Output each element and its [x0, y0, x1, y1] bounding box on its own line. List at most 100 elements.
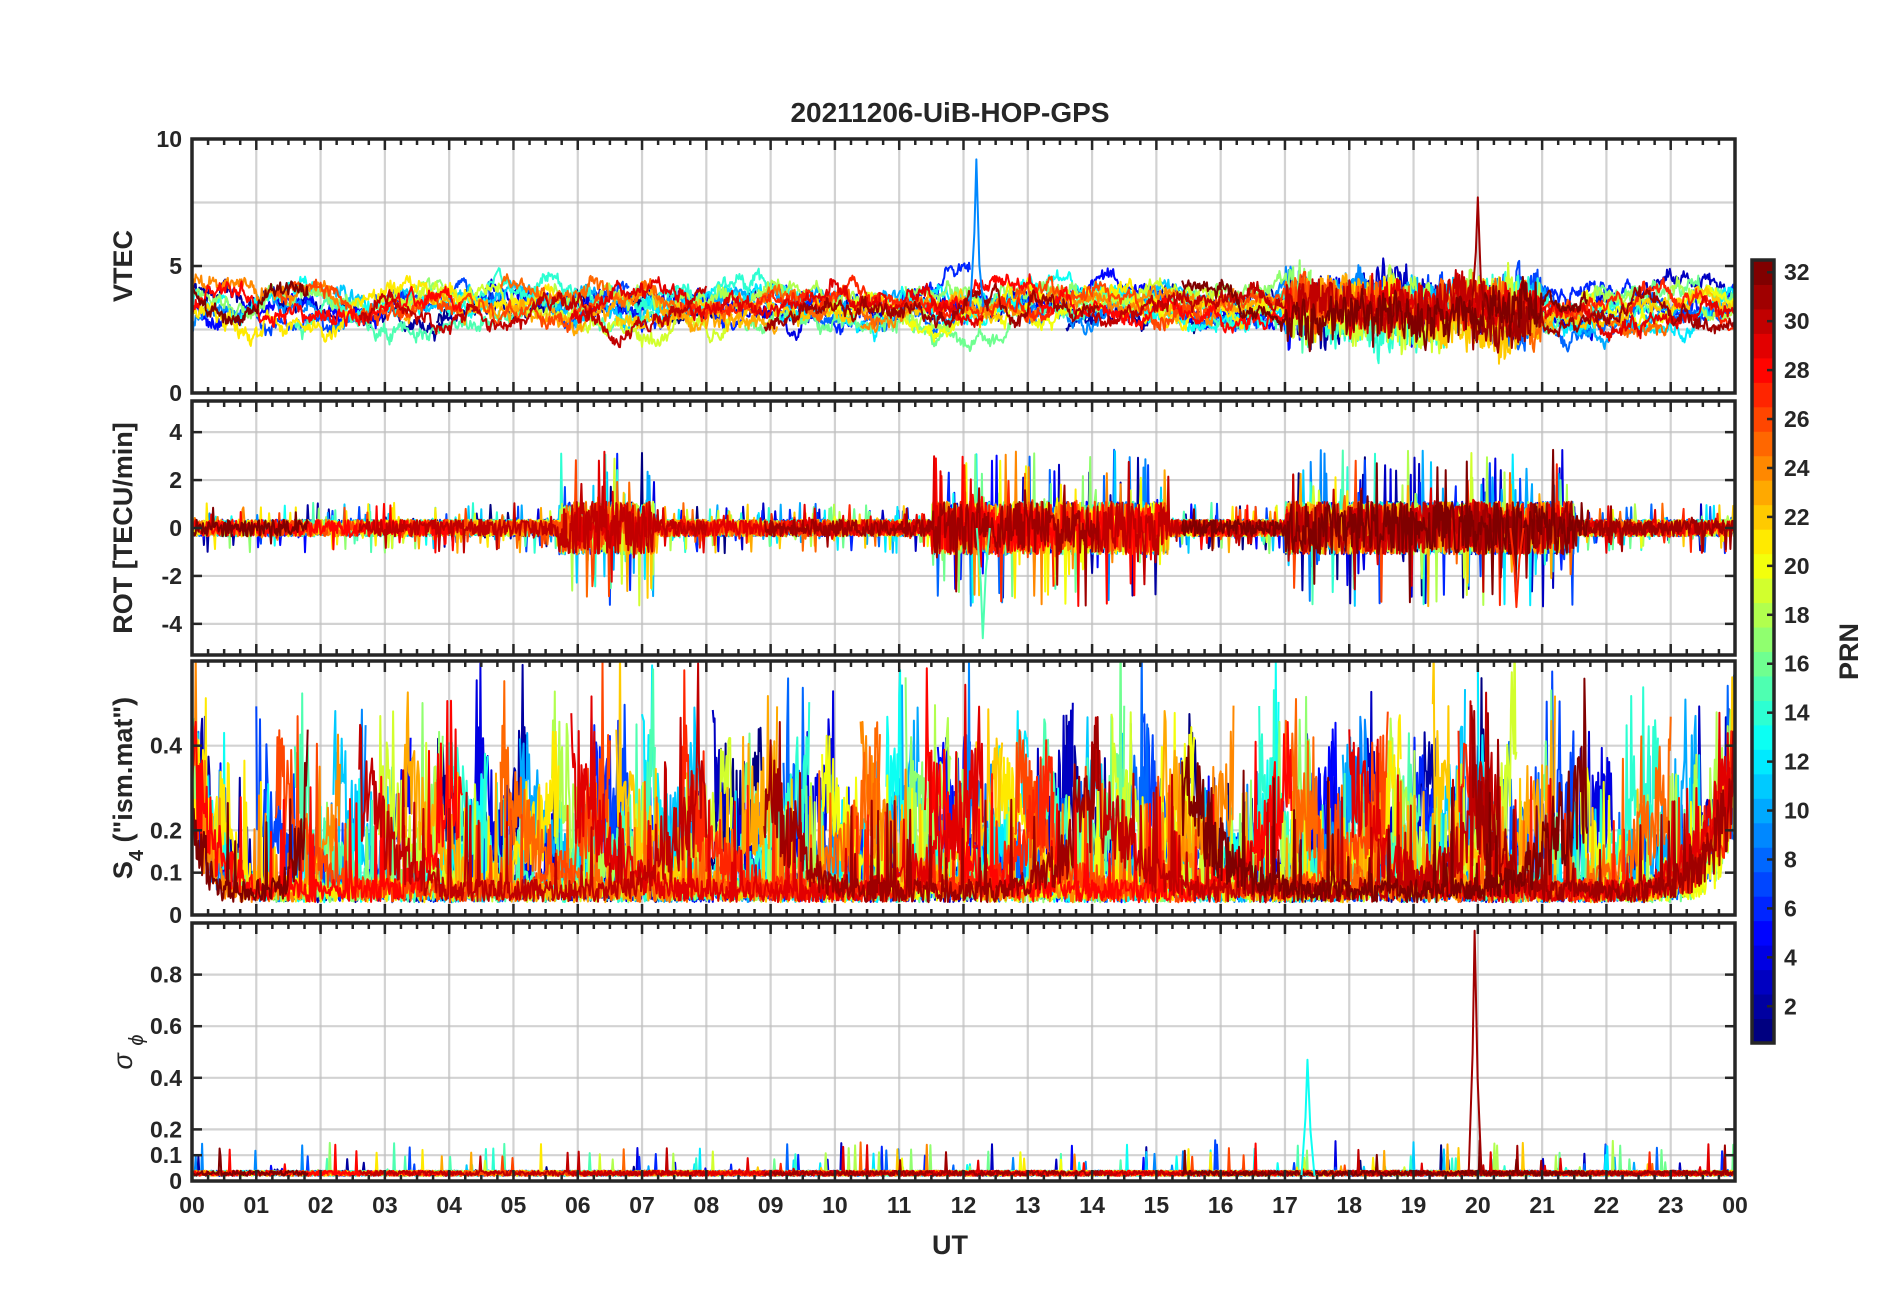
y-axis-label-rot: ROT [TECU/min]	[108, 422, 138, 633]
series-prn-30	[358, 285, 708, 349]
series-prn-32	[192, 506, 309, 545]
series-prn-31	[763, 484, 1100, 607]
series-group-rot	[192, 448, 1735, 640]
colorbar-segment	[1752, 553, 1774, 579]
series-prn-32	[192, 729, 309, 904]
panel-s4: 0 0.1 0.2 0.4S4 ("ism.mat")	[108, 659, 1737, 928]
colorbar-segment	[1752, 284, 1774, 310]
x-tick-label: 07	[629, 1192, 655, 1218]
series-prn-31	[1470, 704, 1735, 904]
series-prn-30	[358, 482, 708, 559]
colorbar-tick-label: 22	[1784, 504, 1810, 530]
colorbar-segment	[1752, 308, 1774, 334]
series-prn-31	[763, 716, 1100, 904]
panel-rot: -4 -2 0 2 4 ROT [TECU/min]	[108, 399, 1737, 657]
y-tick-label: -2	[162, 563, 182, 589]
colorbar-segment	[1752, 822, 1774, 848]
colorbar-tick-label: 30	[1784, 308, 1810, 334]
grid-sigma_phi	[192, 923, 1735, 1181]
series-prn-32	[1181, 448, 1589, 604]
series-prn-28	[924, 273, 1293, 334]
colorbar-segment	[1752, 773, 1774, 799]
series-prn-32	[192, 1147, 309, 1177]
colorbar-segment	[1752, 749, 1774, 775]
colorbar-segment	[1752, 969, 1774, 995]
series-prn-28	[192, 699, 463, 903]
colorbar-segment	[1752, 357, 1774, 383]
colorbar-tick-label: 4	[1784, 944, 1797, 970]
peak-prn-13	[1300, 1058, 1316, 1176]
x-axis: 00 01 02 03 04 05 06 07 08 09 10 11 12 13 14 15 16 17 18 19…	[179, 1192, 1748, 1218]
colorbar-tick-label: 26	[1784, 406, 1810, 432]
colorbar-segment	[1752, 529, 1774, 555]
colorbar-tick-label: 32	[1784, 259, 1810, 285]
y-tick-label: -4	[162, 611, 183, 637]
y-tick-label: 0	[169, 902, 182, 928]
panel-vtec: 0 5 10 VTEC	[108, 126, 1737, 406]
series-prn-30	[358, 1147, 708, 1177]
x-tick-label: 23	[1658, 1192, 1684, 1218]
colorbar-segment	[1752, 602, 1774, 628]
series-prn-28	[192, 280, 463, 328]
series-prn-28	[192, 1143, 463, 1177]
colorbar-label: PRN	[1834, 623, 1864, 680]
x-tick-label: 00	[1722, 1192, 1748, 1218]
y-tick-label: 0	[169, 1168, 182, 1194]
y-tick-label: 0.1	[150, 1142, 182, 1168]
x-tick-label: 15	[1144, 1192, 1170, 1218]
y-tick-label: 0	[169, 380, 182, 406]
y-tick-label: 0.6	[150, 1013, 182, 1039]
colorbar-segment	[1752, 651, 1774, 677]
series-prn-32	[1181, 1139, 1589, 1177]
series-prn-29	[570, 276, 984, 328]
x-tick-label: 03	[372, 1192, 398, 1218]
y-tick-label: 10	[156, 126, 182, 152]
series-prn-13	[885, 269, 1280, 333]
colorbar-tick-label: 16	[1784, 651, 1810, 677]
colorbar-segment	[1752, 504, 1774, 530]
x-tick-label: 13	[1015, 1192, 1041, 1218]
series-prn-9	[192, 287, 367, 333]
peak-prn-27	[1509, 527, 1525, 609]
colorbar-segment	[1752, 920, 1774, 946]
x-tick-label: 18	[1336, 1192, 1362, 1218]
colorbar-segment	[1752, 627, 1774, 652]
series-prn-31	[763, 282, 1100, 332]
colorbar-frame	[1750, 258, 1776, 1045]
x-tick-label: 14	[1079, 1192, 1105, 1218]
colorbar-segment	[1752, 406, 1774, 432]
colorbar-segment	[1752, 994, 1774, 1020]
colorbar-segment	[1752, 847, 1774, 873]
x-tick-label: 22	[1594, 1192, 1620, 1218]
colorbar-segment	[1752, 675, 1774, 701]
y-tick-label: 0.2	[150, 817, 182, 843]
series-prn-24	[192, 273, 341, 309]
colorbar-segment	[1752, 1018, 1774, 1044]
colorbar-segment	[1752, 480, 1774, 506]
colorbar-segment	[1752, 578, 1774, 604]
x-tick-label: 17	[1272, 1192, 1298, 1218]
series-prn-32	[1181, 677, 1589, 904]
x-tick-label: 19	[1401, 1192, 1427, 1218]
series-prn-16	[743, 661, 1126, 904]
x-tick-label: 04	[436, 1192, 462, 1218]
colorbar-tick-label: 8	[1784, 846, 1797, 872]
colorbar-segment	[1752, 700, 1774, 726]
y-tick-label: 5	[169, 253, 182, 279]
y-tick-label: 2	[169, 467, 182, 493]
series-prn-31	[763, 1151, 1100, 1177]
x-tick-label: 16	[1208, 1192, 1234, 1218]
colorbar-segment	[1752, 382, 1774, 408]
x-tick-label: 01	[243, 1192, 269, 1218]
peak-prn-31	[1467, 929, 1483, 1176]
colorbar-segment	[1752, 431, 1774, 457]
series-group-vtec	[192, 158, 1735, 365]
colorbar-tick-label: 24	[1784, 455, 1810, 481]
y-axis-label-vtec: VTEC	[108, 230, 138, 302]
colorbar-tick-label: 10	[1784, 798, 1810, 824]
grid-vtec	[192, 139, 1735, 393]
y-tick-label: 0	[169, 515, 182, 541]
series-group-sigma_phi	[192, 929, 1735, 1177]
